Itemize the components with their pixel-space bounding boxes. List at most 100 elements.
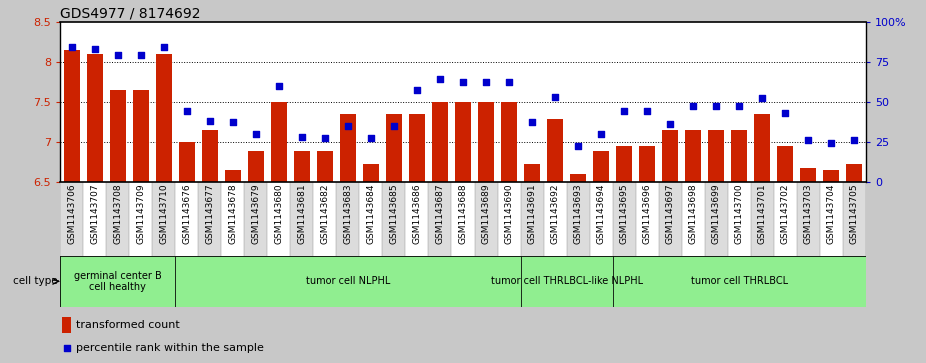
Bar xyxy=(175,256,520,307)
Bar xyxy=(87,54,103,182)
Point xyxy=(110,52,125,58)
Bar xyxy=(179,142,194,182)
Text: GSM1143684: GSM1143684 xyxy=(367,184,375,244)
Bar xyxy=(682,182,705,256)
Bar xyxy=(570,174,586,182)
Bar xyxy=(452,182,474,256)
Bar xyxy=(635,182,658,256)
Bar xyxy=(728,182,751,256)
Point xyxy=(663,121,678,127)
Text: tumor cell THRLBCL-like NLPHL: tumor cell THRLBCL-like NLPHL xyxy=(491,276,643,286)
Bar xyxy=(593,151,609,182)
Bar xyxy=(823,170,839,182)
Text: GSM1143698: GSM1143698 xyxy=(689,184,697,244)
Bar xyxy=(590,182,613,256)
Bar xyxy=(478,102,494,182)
Text: GSM1143710: GSM1143710 xyxy=(159,184,169,244)
Point xyxy=(801,137,816,143)
Bar xyxy=(225,170,241,182)
Text: GSM1143679: GSM1143679 xyxy=(251,184,260,244)
Bar xyxy=(340,114,356,182)
Text: GSM1143689: GSM1143689 xyxy=(482,184,491,244)
Point xyxy=(732,103,746,109)
Point xyxy=(547,94,562,100)
Point xyxy=(225,119,240,125)
Point xyxy=(409,87,424,93)
Bar xyxy=(248,151,264,182)
Bar xyxy=(524,164,540,182)
Text: GSM1143693: GSM1143693 xyxy=(573,184,582,244)
Point xyxy=(570,143,585,149)
Bar xyxy=(156,54,172,182)
Bar xyxy=(708,130,724,182)
Text: GSM1143687: GSM1143687 xyxy=(435,184,444,244)
Point xyxy=(502,79,517,85)
Text: GSM1143678: GSM1143678 xyxy=(229,184,237,244)
Bar xyxy=(639,146,656,182)
Point xyxy=(87,46,102,52)
Bar xyxy=(359,182,382,256)
Text: GSM1143686: GSM1143686 xyxy=(412,184,421,244)
Bar xyxy=(406,182,429,256)
Point xyxy=(594,131,608,136)
Text: GSM1143683: GSM1143683 xyxy=(344,184,353,244)
Bar xyxy=(64,50,80,182)
Bar xyxy=(336,182,359,256)
Text: GSM1143691: GSM1143691 xyxy=(528,184,536,244)
Bar xyxy=(83,182,106,256)
Bar xyxy=(544,182,567,256)
Bar xyxy=(109,90,126,182)
Text: GSM1143702: GSM1143702 xyxy=(781,184,790,244)
Bar xyxy=(732,130,747,182)
Text: tumor cell NLPHL: tumor cell NLPHL xyxy=(306,276,390,286)
Text: GSM1143708: GSM1143708 xyxy=(113,184,122,244)
Text: germinal center B
cell healthy: germinal center B cell healthy xyxy=(74,270,162,292)
Bar xyxy=(62,317,71,333)
Bar xyxy=(268,182,291,256)
Bar xyxy=(382,182,406,256)
Bar xyxy=(820,182,843,256)
Bar xyxy=(152,182,175,256)
Text: GSM1143688: GSM1143688 xyxy=(458,184,468,244)
Point xyxy=(203,118,218,124)
Bar xyxy=(796,182,820,256)
Bar xyxy=(777,146,794,182)
Text: GSM1143709: GSM1143709 xyxy=(136,184,145,244)
Point xyxy=(708,103,723,109)
Text: GSM1143707: GSM1143707 xyxy=(90,184,99,244)
Text: GSM1143700: GSM1143700 xyxy=(734,184,744,244)
Text: GSM1143703: GSM1143703 xyxy=(804,184,813,244)
Bar xyxy=(60,256,175,307)
Text: percentile rank within the sample: percentile rank within the sample xyxy=(76,343,264,352)
Bar xyxy=(409,114,425,182)
Point xyxy=(755,95,770,101)
Text: GSM1143705: GSM1143705 xyxy=(850,184,858,244)
Bar xyxy=(547,119,563,182)
Bar xyxy=(106,182,130,256)
Bar xyxy=(202,130,218,182)
Bar xyxy=(198,182,221,256)
Point xyxy=(59,345,74,351)
Bar xyxy=(843,182,866,256)
Point xyxy=(432,76,447,82)
Point xyxy=(180,108,194,114)
Point xyxy=(847,137,862,143)
Bar xyxy=(313,182,336,256)
Text: GSM1143685: GSM1143685 xyxy=(390,184,398,244)
Text: GDS4977 / 8174692: GDS4977 / 8174692 xyxy=(60,7,201,21)
Bar xyxy=(130,182,152,256)
Bar xyxy=(613,182,635,256)
Point xyxy=(386,123,401,129)
Bar xyxy=(846,164,862,182)
Point xyxy=(640,108,655,114)
Text: GSM1143706: GSM1143706 xyxy=(68,184,76,244)
Point xyxy=(341,123,356,129)
Bar xyxy=(363,164,379,182)
Bar xyxy=(705,182,728,256)
Bar xyxy=(270,102,287,182)
Text: GSM1143696: GSM1143696 xyxy=(643,184,652,244)
Bar xyxy=(429,182,452,256)
Text: GSM1143681: GSM1143681 xyxy=(297,184,307,244)
Bar xyxy=(658,182,682,256)
Bar xyxy=(662,130,678,182)
